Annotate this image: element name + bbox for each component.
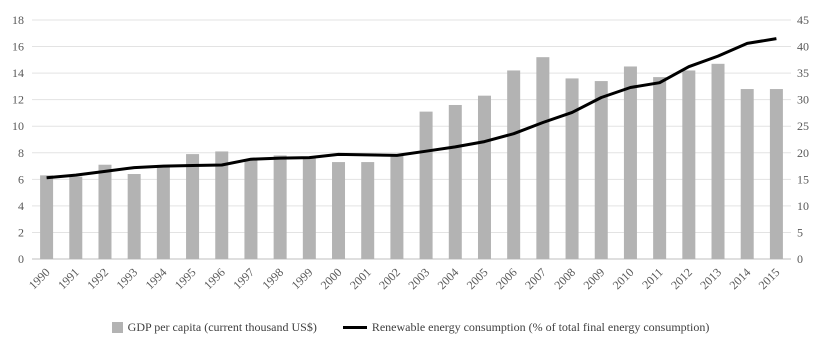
gdp-bar-2003: [420, 112, 433, 259]
gdp-bars: [40, 57, 783, 259]
gdp-bar-2007: [536, 57, 549, 259]
x-axis: 1990 1991 1992 1993 1994 1995 1996 1997 1998 1999…: [26, 265, 783, 292]
y-right-tick-label: 0: [797, 252, 803, 266]
renewable-line: [47, 39, 777, 178]
x-tick-label: 2000: [318, 265, 345, 292]
y-left-tick-label: 12: [12, 93, 24, 107]
x-tick-label: 2014: [726, 265, 753, 292]
gdp-bar-1991: [69, 177, 82, 259]
y-right-tick-label: 35: [797, 66, 809, 80]
x-tick-label: 1997: [230, 265, 257, 292]
y-right-tick-label: 10: [797, 199, 809, 213]
y-left-tick-label: 10: [12, 119, 24, 133]
legend-gdp-label: GDP per capita (current thousand US$): [128, 320, 317, 335]
x-tick-label: 2005: [464, 265, 491, 292]
y-left-tick-label: 18: [12, 13, 24, 27]
x-tick-label: 2012: [668, 265, 695, 292]
gdp-bar-1999: [303, 158, 316, 259]
y-axis-left: 0 2 4 6 8 10 12 14 16 18: [12, 13, 24, 266]
gdp-bar-2002: [390, 155, 403, 259]
x-tick-label: 2002: [376, 265, 403, 292]
legend-renewable-label: Renewable energy consumption (% of total…: [372, 320, 709, 335]
x-tick-label: 2006: [493, 265, 520, 292]
gdp-bar-1998: [274, 155, 287, 259]
gdp-bar-1995: [186, 154, 199, 259]
x-tick-label: 1993: [113, 265, 140, 292]
x-tick-label: 2001: [347, 265, 374, 292]
legend-item-gdp: GDP per capita (current thousand US$): [112, 320, 317, 335]
gridlines: [32, 20, 791, 259]
x-tick-label: 2007: [522, 265, 549, 292]
legend: GDP per capita (current thousand US$) Re…: [0, 320, 821, 335]
y-right-tick-label: 15: [797, 172, 809, 186]
legend-line-swatch: [343, 326, 367, 329]
gdp-bar-1996: [215, 151, 228, 259]
x-tick-label: 1991: [55, 265, 82, 292]
gdp-bar-2008: [566, 78, 579, 259]
x-tick-label: 1994: [143, 265, 170, 292]
gdp-bar-2011: [653, 77, 666, 259]
y-left-tick-label: 0: [18, 252, 24, 266]
gdp-bar-2001: [361, 162, 374, 259]
y-left-tick-label: 4: [18, 199, 24, 213]
x-tick-label: 1995: [172, 265, 199, 292]
y-left-tick-label: 8: [18, 146, 24, 160]
legend-item-renewable: Renewable energy consumption (% of total…: [343, 320, 709, 335]
gdp-bar-2014: [741, 89, 754, 259]
x-tick-label: 2009: [581, 265, 608, 292]
x-tick-label: 2010: [610, 265, 637, 292]
y-left-tick-label: 16: [12, 40, 24, 54]
x-tick-label: 2003: [405, 265, 432, 292]
y-right-tick-label: 20: [797, 146, 809, 160]
x-tick-label: 2011: [639, 265, 666, 292]
renewable-series-line: [47, 39, 777, 178]
x-tick-label: 2004: [435, 265, 462, 292]
x-tick-label: 2008: [551, 265, 578, 292]
x-tick-label: 1992: [84, 265, 111, 292]
gdp-bar-1997: [244, 159, 257, 259]
gdp-bar-1990: [40, 175, 53, 259]
y-left-tick-label: 6: [18, 172, 24, 186]
gdp-bar-1994: [157, 166, 170, 259]
y-right-tick-label: 25: [797, 119, 809, 133]
y-axis-right: 0 5 10 15 20 25 30 35 40 45: [797, 13, 809, 266]
y-right-tick-label: 30: [797, 93, 809, 107]
x-tick-label: 1999: [289, 265, 316, 292]
gdp-bar-2010: [624, 66, 637, 259]
gdp-bar-2013: [712, 64, 725, 259]
legend-bar-swatch: [112, 322, 123, 333]
x-tick-label: 1996: [201, 265, 228, 292]
x-tick-label: 2015: [756, 265, 783, 292]
y-right-tick-label: 45: [797, 13, 809, 27]
gdp-bar-2015: [770, 89, 783, 259]
x-tick-label: 2013: [697, 265, 724, 292]
gdp-bar-1992: [98, 165, 111, 259]
gdp-bar-2009: [595, 81, 608, 259]
gdp-bar-2006: [507, 70, 520, 259]
gdp-bar-2004: [449, 105, 462, 259]
y-right-tick-label: 40: [797, 40, 809, 54]
x-tick-label: 1990: [26, 265, 53, 292]
gdp-bar-2012: [682, 70, 695, 259]
x-tick-label: 1998: [259, 265, 286, 292]
gdp-bar-2005: [478, 96, 491, 259]
gdp-bar-1993: [128, 174, 141, 259]
y-right-tick-label: 5: [797, 225, 803, 239]
y-left-tick-label: 2: [18, 225, 24, 239]
gdp-bar-2000: [332, 162, 345, 259]
y-left-tick-label: 14: [12, 66, 24, 80]
